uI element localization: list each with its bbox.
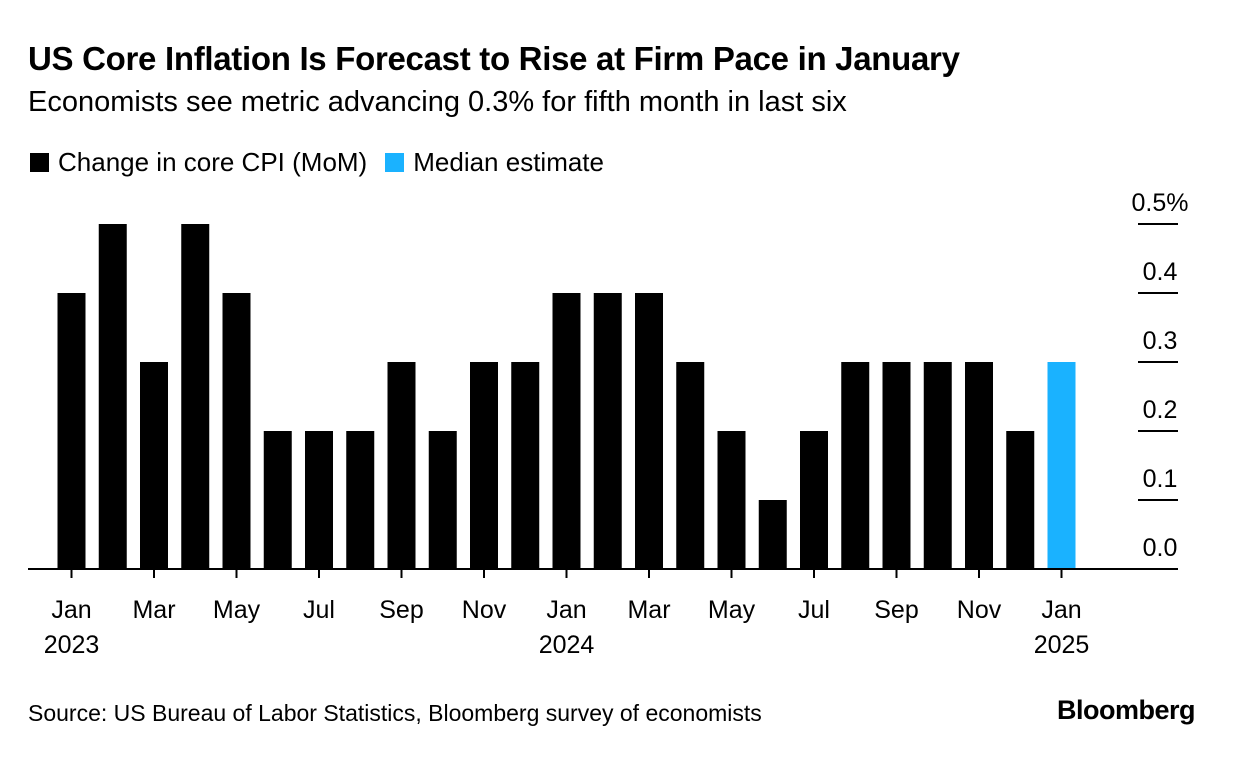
bar-core-cpi [428,431,457,569]
x-tick-label-month: Jan [1041,596,1081,624]
x-tick-label-month: May [708,596,756,624]
legend-label-median-estimate: Median estimate [413,147,604,177]
bar-core-cpi [1006,431,1035,569]
bar-core-cpi [882,362,911,569]
bar-core-cpi [346,431,375,569]
y-tick-label: 0.0 [1143,534,1178,562]
chart-subtitle: Economists see metric advancing 0.3% for… [28,86,847,118]
x-tick-label-month: Jul [303,596,335,624]
y-tick-label: 0.3 [1143,327,1178,355]
y-tick-label: 0.2 [1143,396,1178,424]
legend-label-core-cpi: Change in core CPI (MoM) [58,147,368,177]
y-tick-label: 0.5% [1132,189,1189,217]
x-tick-label-month: Sep [379,596,423,624]
x-tick-label-month: Jul [798,596,830,624]
chart-title: US Core Inflation Is Forecast to Rise at… [28,40,960,77]
x-tick-label-year: 2023 [44,631,100,659]
x-tick-label-month: Nov [957,596,1002,624]
x-tick-label-month: Sep [874,596,918,624]
x-tick-label-month: Jan [51,596,91,624]
bar-core-cpi [222,293,251,569]
x-tick-label-month: May [213,596,261,624]
chart-legend: Change in core CPI (MoM) Median estimate [30,147,622,178]
x-tick-label-year: 2025 [1034,631,1090,659]
y-tick-label: 0.4 [1143,258,1178,286]
bar-core-cpi [305,431,333,569]
bar-core-cpi [181,224,210,569]
bar-core-cpi [841,362,870,569]
bar-core-cpi [635,293,663,569]
y-tick-label: 0.1 [1143,465,1178,493]
bar-core-cpi [511,362,540,569]
bar-median-estimate [1047,362,1076,569]
bar-core-cpi [800,431,828,569]
bar-core-cpi [387,362,416,569]
bar-core-cpi [676,362,705,569]
bar-core-cpi [57,293,86,569]
x-tick-label-year: 2024 [539,631,595,659]
bar-core-cpi [717,431,746,569]
bar-core-cpi [470,362,498,569]
bar-core-cpi [263,431,292,569]
legend-item-median-estimate: Median estimate [385,147,604,178]
legend-swatch-core-cpi [30,153,49,172]
bar-core-cpi [140,362,168,569]
x-tick-label-month: Nov [462,596,507,624]
x-tick-label-month: Mar [627,596,670,624]
legend-item-core-cpi: Change in core CPI (MoM) [30,147,367,178]
legend-swatch-median-estimate [385,153,405,172]
bloomberg-logo: Bloomberg [1056,695,1196,725]
bar-core-cpi [593,293,622,569]
x-tick-label-month: Jan [546,596,586,624]
source-note: Source: US Bureau of Labor Statistics, B… [28,700,762,726]
bar-core-cpi [965,362,993,569]
bar-core-cpi [552,293,581,569]
bar-core-cpi [758,500,787,569]
bar-core-cpi [98,224,127,569]
x-tick-label-month: Mar [132,596,175,624]
bar-core-cpi [923,362,952,569]
